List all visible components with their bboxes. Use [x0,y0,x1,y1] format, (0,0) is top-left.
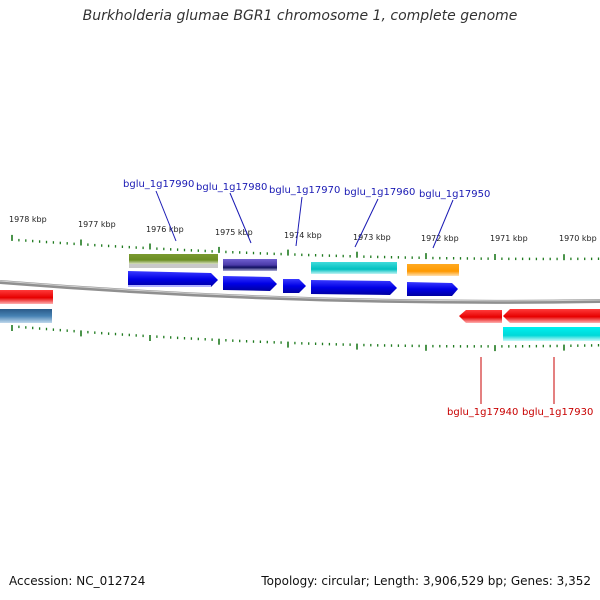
label-leaders [155,190,555,404]
tick-label: 1975 kbp [215,228,253,237]
leader-line [155,190,177,242]
tick-labels: 1978 kbp 1977 kbp 1976 kbp 1975 kbp 1974… [9,215,597,243]
gene-label[interactable]: bglu_1g17980 [196,182,267,193]
genome-backbone [0,280,600,304]
map-title: Burkholderia glumae BGR1 chromosome 1, c… [82,8,518,24]
reverse-genes [459,309,600,341]
gene-arrow-bglu-1g17940[interactable] [459,310,502,323]
gene-arrow-bglu-1g17970[interactable] [283,279,306,293]
inner-major-ticks [11,325,565,352]
gene-arrow-shade [128,285,211,287]
feature-block-purple [223,259,277,271]
left-edge-features [0,290,53,323]
gene-arrow-bglu-1g17950[interactable] [407,282,458,296]
feature-block-steel-left [0,309,52,323]
outer-major-ticks [11,234,565,261]
inner-tick-track [11,325,600,352]
gene-label[interactable]: bglu_1g17950 [419,189,490,200]
feature-block-olive [129,254,218,264]
tick-label: 1972 kbp [421,234,459,243]
outer-minor-ticks [18,238,600,261]
genome-backbone-highlight [0,280,600,302]
leader-line [295,196,303,247]
gene-block-red-left[interactable] [0,290,53,304]
tick-label: 1976 kbp [146,225,184,234]
feature-track [129,254,459,276]
feature-block-aqua [503,327,600,341]
forward-genes [128,271,458,296]
leader-line [354,198,379,248]
tick-label: 1973 kbp [353,233,391,242]
feature-block-orange [407,264,459,276]
feature-block-cyan [311,262,397,274]
tick-label: 1974 kbp [284,231,322,240]
outer-tick-track [11,234,600,261]
tick-label: 1971 kbp [490,234,528,243]
gene-arrow-bglu-1g17990[interactable] [128,271,218,287]
gene-label[interactable]: bglu_1g17940 [447,407,518,418]
topology-summary: Topology: circular; Length: 3,906,529 bp… [261,574,591,588]
gene-labels: bglu_1g17990 bglu_1g17980 bglu_1g17970 b… [123,179,593,418]
accession-text: Accession: NC_012724 [9,574,146,588]
gene-label[interactable]: bglu_1g17960 [344,187,415,198]
gene-arrow-bglu-1g17930[interactable] [503,309,600,323]
feature-block-olive-shadow [129,264,218,268]
gene-arrow-bglu-1g17980[interactable] [223,276,277,291]
gene-arrow-bglu-1g17960[interactable] [311,280,397,295]
leader-line [432,199,454,249]
tick-label: 1970 kbp [559,234,597,243]
gene-label[interactable]: bglu_1g17970 [269,185,340,196]
gene-label[interactable]: bglu_1g17930 [522,407,593,418]
inner-minor-ticks [18,325,600,348]
gene-label[interactable]: bglu_1g17990 [123,179,194,190]
tick-label: 1977 kbp [78,220,116,229]
tick-label: 1978 kbp [9,215,47,224]
leader-line [229,192,252,244]
